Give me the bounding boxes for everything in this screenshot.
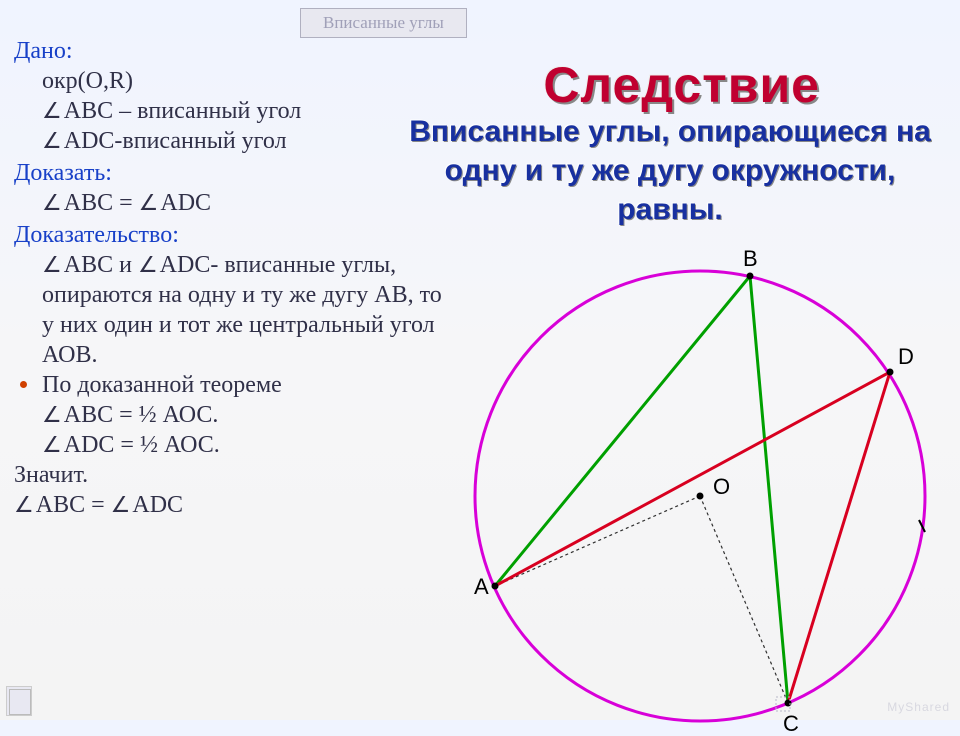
- svg-text:D: D: [898, 344, 914, 369]
- bullet-icon: [20, 381, 27, 388]
- proof-step-1: АВС и АDС- вписанные углы, опираются на …: [42, 250, 454, 370]
- proof-step-4: АDС = ½ АОС.: [42, 430, 454, 460]
- corollary-heading: Следствие: [543, 56, 820, 114]
- watermark: MyShared: [887, 700, 950, 714]
- corner-decoration: [6, 686, 32, 716]
- proof-header: Доказательство:: [14, 220, 454, 250]
- conclusion-line: АВС = АDС: [14, 490, 454, 520]
- prove-rhs: АDС: [139, 190, 211, 216]
- svg-text:B: B: [743, 246, 758, 271]
- svg-text:A: A: [474, 574, 489, 599]
- prove-lhs: АВС =: [42, 190, 133, 216]
- therefore-line: Значит.: [14, 460, 454, 490]
- corollary-statement: Вписанные углы, опирающиеся на одну и ту…: [400, 112, 940, 229]
- proof-step-2-row: По доказанной теореме: [14, 370, 454, 400]
- concl-b: АDС: [111, 492, 183, 518]
- given-line-3: АDС-вписанный угол: [42, 126, 454, 156]
- proof-step-3: АВС = ½ АОС.: [42, 400, 454, 430]
- svg-text:C: C: [783, 711, 799, 736]
- svg-text:O: O: [713, 474, 730, 499]
- circle-diagram: ABCDO: [440, 236, 950, 716]
- prove-header: Доказать:: [14, 158, 454, 188]
- prove-line: АВС = АDС: [42, 188, 454, 218]
- step1-a: АВС и: [42, 252, 132, 278]
- given-header: Дано:: [14, 36, 454, 66]
- proof-column: Дано: окр(О,R) АВС – вписанный угол АDС-…: [14, 34, 454, 520]
- step1-b: АDС- вписанные: [138, 252, 335, 278]
- concl-a: АВС =: [14, 492, 105, 518]
- given-line-2: АВС – вписанный угол: [42, 96, 454, 126]
- given-line-1: окр(О,R): [42, 66, 454, 96]
- proof-step-2: По доказанной теореме: [42, 372, 282, 398]
